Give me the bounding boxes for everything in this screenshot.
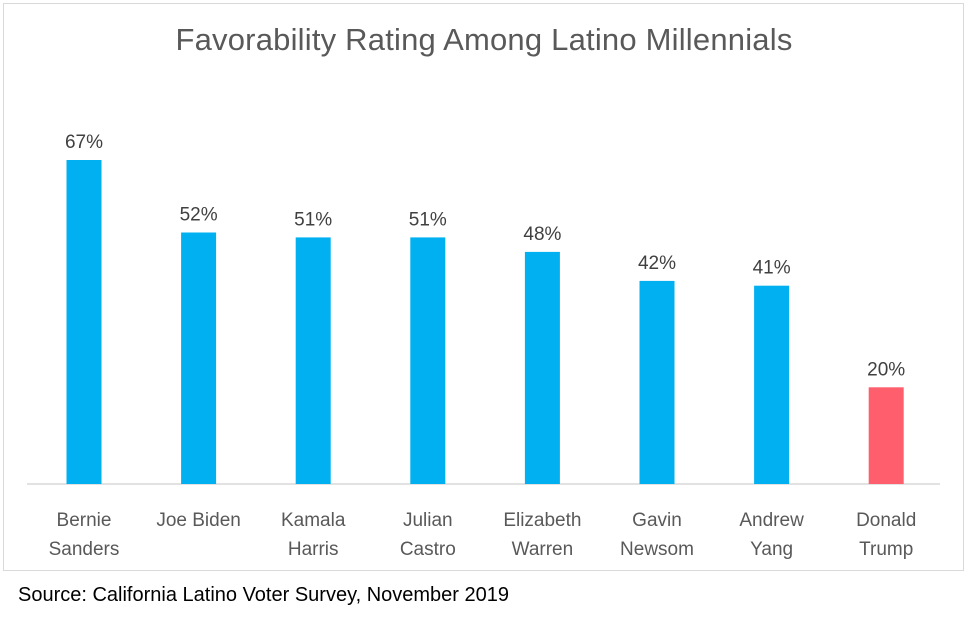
bar-chart: 67% Bernie Sanders 52% Joe Biden 51% Kamala Har… [27, 132, 940, 560]
value-label-7: 20% [867, 359, 905, 380]
value-label-2: 51% [294, 209, 332, 230]
category-label-4: Elizabeth Warren [503, 510, 581, 560]
bars-layer [66, 160, 904, 484]
bar-7 [868, 387, 904, 484]
category-label-5: Gavin Newsom [620, 510, 694, 560]
value-label-6: 41% [753, 258, 791, 279]
source-note: Source: California Latino Voter Survey, … [18, 584, 510, 606]
chart-frame [3, 3, 964, 571]
category-label-3: Julian Castro [400, 510, 456, 560]
bar-6 [754, 285, 790, 484]
value-label-1: 52% [180, 205, 218, 226]
bar-5 [639, 280, 675, 484]
category-label-1: Joe Biden [156, 510, 241, 531]
bar-3 [410, 237, 446, 484]
labels-layer: 67% Bernie Sanders 52% Joe Biden 51% Kamala Har… [49, 132, 917, 560]
value-label-5: 42% [638, 253, 676, 274]
category-label-7: Donald Trump [856, 510, 916, 560]
bar-2 [295, 237, 331, 484]
bar-4 [524, 251, 560, 484]
category-label-2: Kamala Harris [281, 510, 346, 560]
category-label-0: Bernie Sanders [49, 510, 120, 560]
bar-0 [66, 160, 102, 484]
value-label-4: 48% [523, 224, 561, 245]
value-label-3: 51% [409, 209, 447, 230]
bar-1 [181, 232, 217, 484]
chart-title: Favorability Rating Among Latino Millenn… [175, 22, 793, 57]
value-label-0: 67% [65, 132, 103, 153]
category-label-6: Andrew Yang [739, 510, 804, 560]
